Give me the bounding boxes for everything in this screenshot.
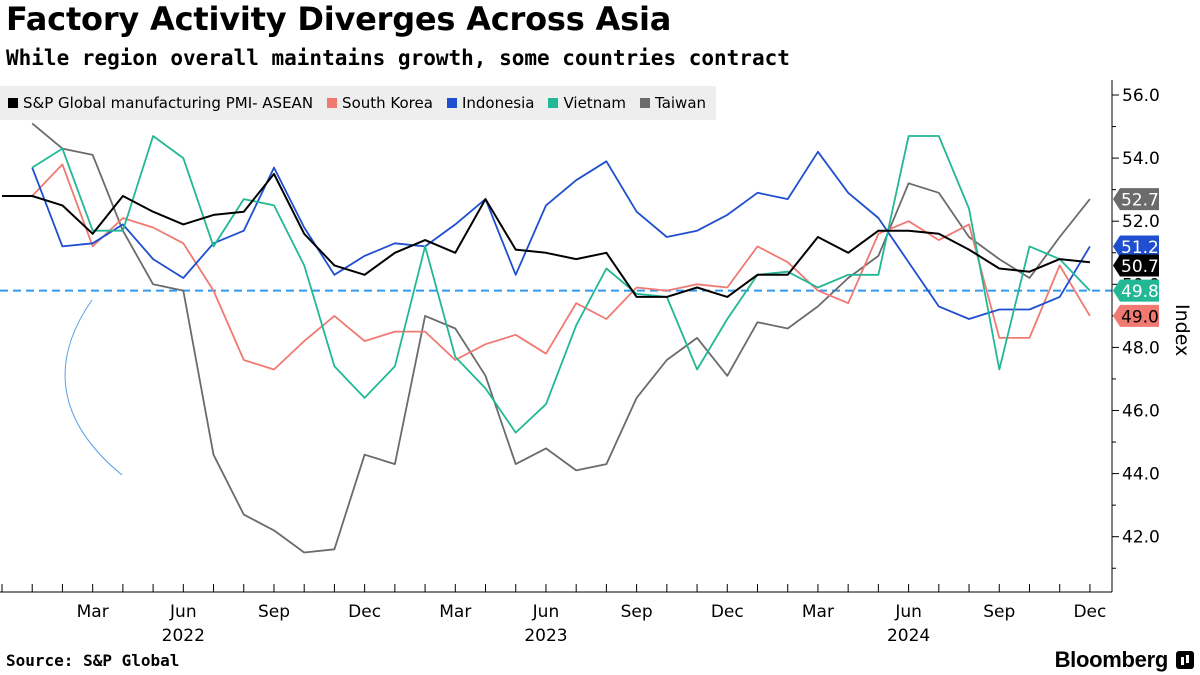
y-tick-label: 52.0	[1122, 212, 1160, 232]
legend-item: Vietnam	[548, 94, 626, 112]
x-tick-label: Jun	[169, 602, 197, 622]
series-line-s-p-global-manufacturing-pmi-asean	[2, 172, 1091, 298]
bloomberg-terminal-icon	[1176, 651, 1194, 669]
end-label-taiwan: 52.7	[1113, 188, 1159, 211]
x-tick-label: Jun	[894, 602, 922, 622]
x-tick-label: Mar	[439, 602, 471, 622]
end-label-s-p-global-manufacturing-pmi-asean: 50.7	[1113, 254, 1159, 277]
end-label-vietnam: 49.8	[1113, 279, 1159, 302]
chart-legend: S&P Global manufacturing PMI- ASEAN South…	[0, 86, 717, 120]
series-line-south-korea	[31, 163, 1091, 371]
annotation-layer	[64, 299, 123, 476]
legend-label: Vietnam	[563, 94, 627, 112]
y-axis-label: Index	[1171, 304, 1193, 356]
y-tick-label: 42.0	[1122, 528, 1160, 548]
bloomberg-logo: Bloomberg	[1054, 647, 1169, 672]
legend-item: South Korea	[327, 94, 433, 112]
x-tick-label: Mar	[77, 602, 109, 622]
end-label-value: 52.7	[1121, 191, 1159, 211]
chart-subtitle: While region overall maintains growth, s…	[6, 46, 790, 70]
x-tick-label: Jun	[532, 602, 560, 622]
y-tick-label: 46.0	[1122, 402, 1160, 422]
end-label-tag	[1113, 188, 1159, 211]
x-tick-label: Mar	[802, 602, 834, 622]
end-label-value: 50.7	[1121, 257, 1159, 277]
legend-label: S&P Global manufacturing PMI- ASEAN	[23, 94, 314, 112]
legend-item: Indonesia	[446, 94, 535, 112]
legend-label: Indonesia	[461, 94, 535, 112]
x-tick-label: Sep	[621, 602, 653, 622]
legend-label: Taiwan	[655, 94, 707, 112]
series-layer	[2, 122, 1091, 554]
legend-item: Taiwan	[640, 94, 706, 112]
x-year-label: 2023	[524, 626, 567, 646]
end-label-value: 49.0	[1121, 307, 1159, 327]
chart-title: Factory Activity Diverges Across Asia	[6, 0, 672, 38]
legend-swatch	[640, 98, 651, 108]
x-tick-label: Sep	[983, 602, 1015, 622]
y-tick-label: 54.0	[1122, 149, 1160, 169]
x-tick-label: Sep	[258, 602, 290, 622]
legend-item: S&P Global manufacturing PMI- ASEAN	[8, 94, 313, 112]
series-line-vietnam	[31, 135, 1091, 434]
annotation-curve	[64, 299, 123, 476]
end-label-tag	[1113, 279, 1159, 302]
end-label-tag	[1113, 254, 1159, 277]
x-axis: Mar Jun Sep Dec Mar Jun Sep Dec Mar Jun Sep Dec 2022…	[0, 584, 1112, 646]
y-tick-label: 56.0	[1122, 86, 1160, 106]
x-year-label: 2024	[887, 626, 930, 646]
end-label-value: 51.2	[1121, 238, 1159, 258]
end-label-south-korea: 49.0	[1113, 304, 1159, 327]
legend-swatch	[8, 98, 18, 108]
y-tick-label: 48.0	[1122, 338, 1160, 358]
series-line-indonesia	[31, 150, 1091, 320]
x-tick-label: Dec	[348, 602, 381, 622]
legend-swatch	[327, 98, 338, 108]
source-note: Source: S&P Global	[6, 651, 180, 670]
legend-label: South Korea	[342, 94, 433, 112]
x-tick-label: Dec	[1073, 602, 1106, 622]
y-tick-label: 44.0	[1122, 465, 1160, 485]
series-line-taiwan	[31, 122, 1091, 554]
end-labels-layer: 52.7 51.250.7 49.8 49.0	[1113, 188, 1159, 327]
x-tick-label: Dec	[711, 602, 744, 622]
end-label-tag	[1113, 235, 1159, 258]
legend-swatch	[548, 98, 559, 108]
x-year-label: 2022	[162, 626, 205, 646]
end-label-tag	[1113, 304, 1159, 327]
legend-swatch	[446, 98, 457, 108]
end-label-indonesia: 51.2	[1113, 235, 1159, 258]
end-label-value: 49.8	[1121, 282, 1159, 302]
